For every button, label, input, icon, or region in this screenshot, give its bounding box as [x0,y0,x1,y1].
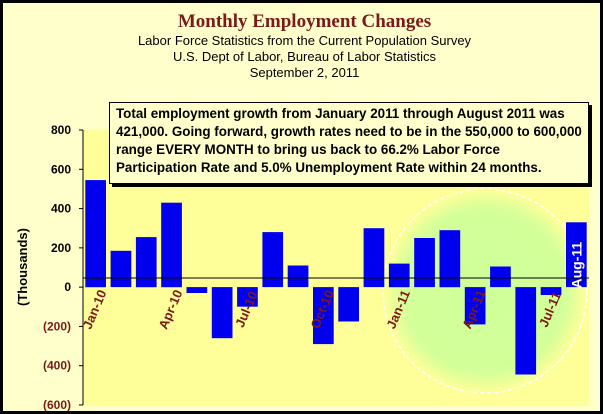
x-tick-label-aug-11: Aug-11 [568,242,584,289]
bar-jan-11 [388,263,410,288]
bar-jul-10 [237,287,258,307]
y-tick-label: 800 [51,123,71,137]
y-tick-label: 400 [51,202,71,216]
bar-may-11 [490,266,511,288]
title-block: Monthly Employment Changes Labor Force S… [3,11,600,81]
bar-jun-11 [515,287,537,375]
bar-apr-10 [161,202,182,288]
bar-nov-10 [338,287,359,322]
bar-aug-10 [262,232,284,288]
bar-jul-11 [540,287,562,295]
chart-subtitle-2: U.S. Dept of Labor, Bureau of Labor Stat… [172,49,437,64]
bar-jun-10 [211,287,233,339]
bar-feb-10 [110,250,132,288]
annotation-box: Total employment growth from January 201… [109,102,589,184]
bar-jan-10 [85,180,106,288]
bar-may-10 [186,287,208,293]
y-tick-label: 600 [51,162,71,176]
bar-mar-10 [135,237,157,288]
bar-dec-10 [363,228,385,288]
bar-oct-10 [313,287,334,345]
bar-aug-11 [566,222,587,288]
chart-subtitle-1: Labor Force Statistics from the Current … [137,33,472,48]
y-tick-label: 0 [64,280,71,294]
y-tick-label: 200 [51,241,71,255]
bar-sep-10 [287,265,309,288]
bar-mar-11 [439,230,461,288]
y-tick-label: (200) [43,319,71,333]
bar-feb-11 [414,238,435,288]
chart-title: Monthly Employment Changes [177,11,432,32]
y-axis-label: (Thousands) [15,228,30,306]
chart-subtitle-3: September 2, 2011 [249,65,360,80]
y-tick-label: (600) [43,398,71,411]
y-tick-label: (400) [43,359,71,373]
bar-apr-11 [464,287,486,325]
